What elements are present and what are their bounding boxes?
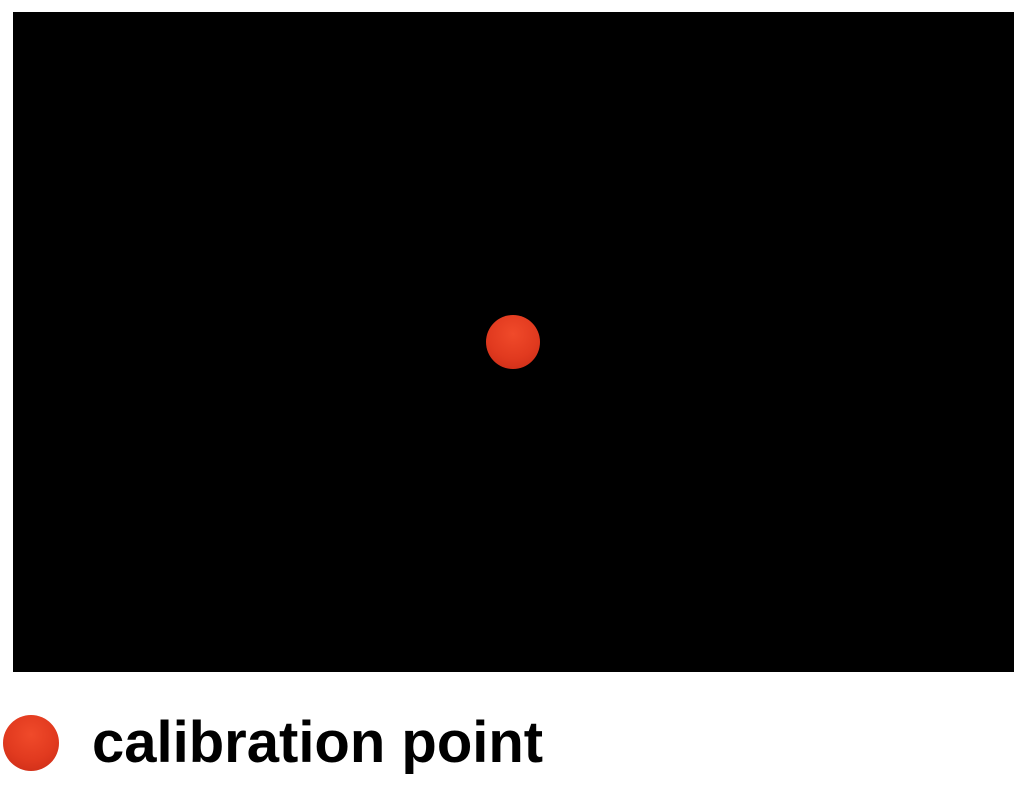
calibration-point-icon[interactable] — [486, 315, 540, 369]
legend-dot-icon — [3, 715, 59, 771]
calibration-screen — [13, 12, 1014, 672]
legend-label: calibration point — [92, 710, 544, 775]
legend: calibration point — [3, 713, 543, 773]
